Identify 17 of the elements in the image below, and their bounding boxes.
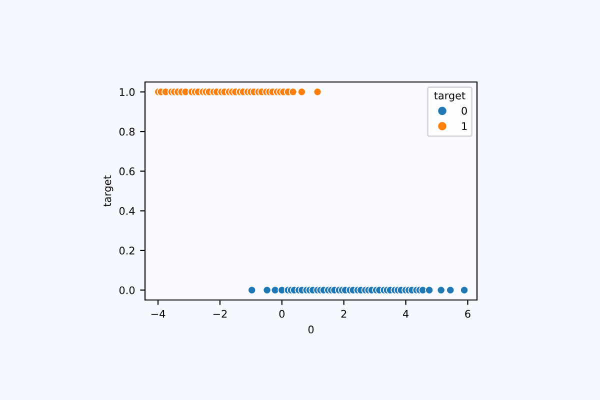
x-axis-title: 0 (308, 326, 314, 334)
x-tick-label: −2 (213, 310, 227, 318)
x-tick-label: 4 (402, 310, 408, 318)
y-tick-label: 0.2 (119, 246, 134, 255)
x-tick-label: −4 (151, 310, 166, 318)
y-tick-label: 1.0 (120, 88, 135, 96)
x-tick-label: 0 (279, 310, 285, 318)
legend-label: 0 (462, 106, 467, 115)
x-tick-label: 2 (341, 310, 346, 318)
y-tick-label: 0.8 (119, 128, 135, 136)
y-tick-label: 0.4 (119, 207, 135, 215)
legend-title: target (434, 92, 466, 102)
legend-label: 1 (462, 122, 467, 130)
y-tick-label: 0.6 (119, 167, 135, 176)
y-axis-title: target (104, 175, 114, 207)
y-tick-label: 0.0 (119, 286, 135, 294)
x-tick-label: 6 (465, 310, 470, 318)
